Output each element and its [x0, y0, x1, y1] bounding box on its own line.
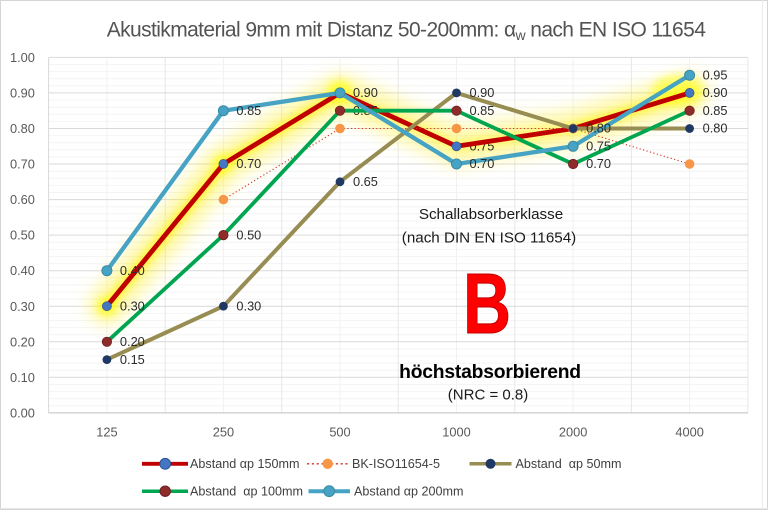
svg-text:Abstand αp 150mm: Abstand αp 150mm	[190, 457, 300, 471]
svg-text:B: B	[463, 257, 511, 352]
svg-text:0.70: 0.70	[10, 157, 35, 172]
svg-text:0.90: 0.90	[703, 85, 728, 100]
svg-text:0.70: 0.70	[586, 156, 611, 171]
svg-text:1.00: 1.00	[10, 50, 35, 65]
svg-text:0.85: 0.85	[236, 103, 261, 118]
svg-text:0.50: 0.50	[10, 228, 35, 243]
svg-text:0.95: 0.95	[703, 67, 728, 82]
svg-text:125: 125	[96, 425, 117, 440]
svg-text:0.20: 0.20	[10, 334, 35, 349]
svg-text:BK-ISO11654-5: BK-ISO11654-5	[352, 457, 440, 471]
svg-text:höchstabsorbierend: höchstabsorbierend	[399, 362, 581, 383]
svg-text:2000: 2000	[559, 425, 587, 440]
svg-text:(NRC = 0.8): (NRC = 0.8)	[448, 387, 528, 404]
svg-text:0.40: 0.40	[10, 263, 35, 278]
svg-text:0.80: 0.80	[10, 121, 35, 136]
svg-text:0.75: 0.75	[586, 139, 611, 154]
svg-text:0.85: 0.85	[703, 103, 728, 118]
svg-text:0.00: 0.00	[10, 405, 35, 420]
svg-text:Abstand αp 100mm: Abstand αp 100mm	[190, 485, 303, 499]
svg-text:Schallabsorberklasse: Schallabsorberklasse	[419, 206, 563, 223]
svg-text:Akustikmaterial 9mm mit Distan: Akustikmaterial 9mm mit Distanz 50-200mm…	[107, 19, 706, 44]
svg-text:0.40: 0.40	[120, 263, 145, 278]
svg-text:0.20: 0.20	[120, 334, 145, 349]
svg-text:500: 500	[329, 425, 350, 440]
svg-text:0.30: 0.30	[236, 298, 261, 313]
svg-text:0.10: 0.10	[10, 370, 35, 385]
svg-text:4000: 4000	[675, 425, 703, 440]
svg-text:0.15: 0.15	[120, 352, 145, 367]
svg-text:0.90: 0.90	[470, 85, 495, 100]
svg-text:0.60: 0.60	[10, 192, 35, 207]
svg-text:0.90: 0.90	[10, 85, 35, 100]
svg-text:0.80: 0.80	[703, 121, 728, 136]
svg-text:1000: 1000	[442, 425, 470, 440]
svg-text:0.65: 0.65	[353, 174, 378, 189]
svg-text:Abstand αp 50mm: Abstand αp 50mm	[516, 457, 622, 471]
svg-text:0.90: 0.90	[353, 85, 378, 100]
svg-text:(nach DIN EN ISO 11654): (nach DIN EN ISO 11654)	[402, 230, 576, 247]
svg-text:0.30: 0.30	[120, 298, 145, 313]
svg-text:0.50: 0.50	[236, 227, 261, 242]
svg-text:0.85: 0.85	[470, 103, 495, 118]
svg-text:0.30: 0.30	[10, 299, 35, 314]
svg-text:250: 250	[213, 425, 234, 440]
svg-text:0.70: 0.70	[236, 156, 261, 171]
svg-text:0.70: 0.70	[470, 156, 495, 171]
svg-text:0.80: 0.80	[586, 121, 611, 136]
svg-text:Abstand αp 200mm: Abstand αp 200mm	[354, 485, 464, 499]
